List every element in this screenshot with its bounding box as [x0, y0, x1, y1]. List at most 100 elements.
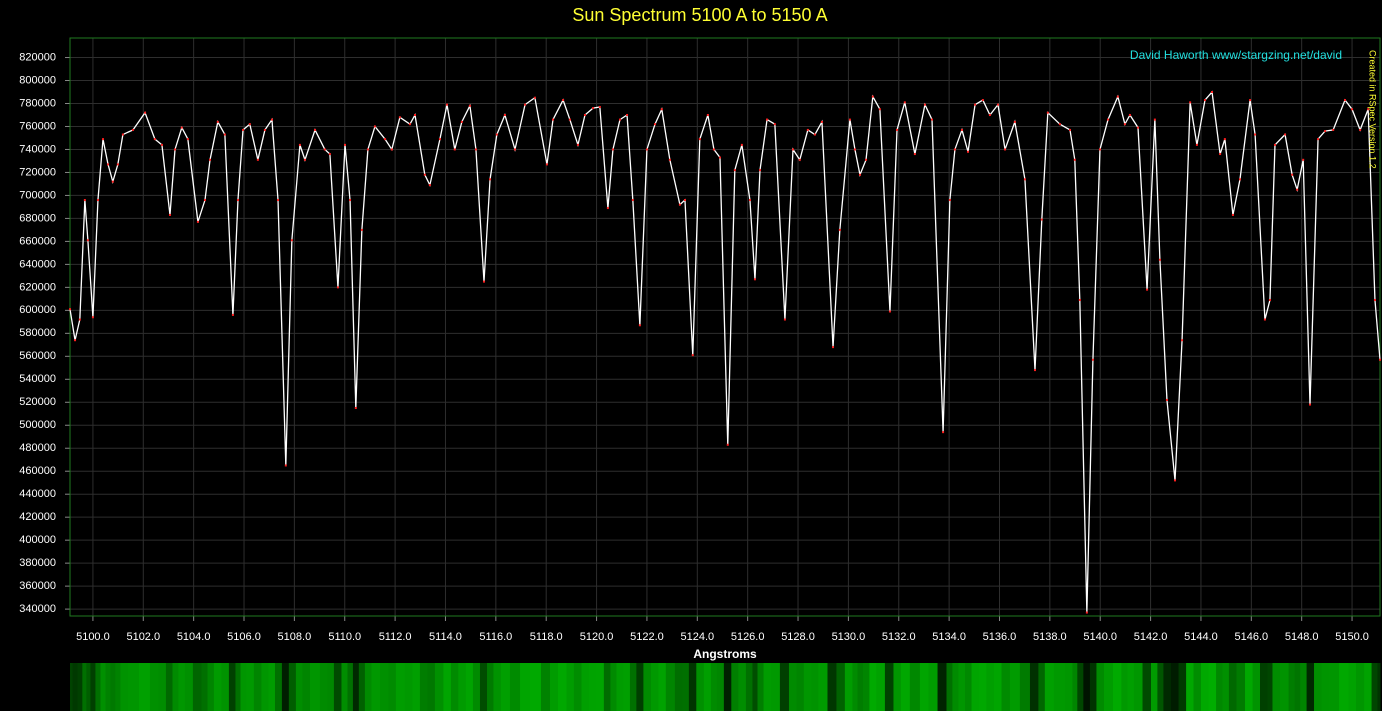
- spectrum-band: [1072, 663, 1078, 711]
- y-tick-label: 420000: [19, 511, 56, 523]
- data-point: [131, 128, 134, 131]
- spectrum-band: [105, 663, 111, 711]
- spectrum-band: [1280, 663, 1290, 711]
- data-point: [996, 103, 999, 106]
- spectrum-band: [347, 663, 354, 711]
- spectrum-band: [240, 663, 247, 711]
- data-point: [913, 153, 916, 156]
- spectrum-band: [909, 663, 921, 711]
- spectrum-band: [1300, 663, 1308, 711]
- spectrum-band: [82, 663, 87, 711]
- data-point: [116, 163, 119, 166]
- spectrum-band: [450, 663, 459, 711]
- data-point: [153, 138, 156, 141]
- spectrum-band: [95, 663, 101, 711]
- spectrum-band: [581, 663, 590, 711]
- data-point: [74, 339, 77, 342]
- data-point: [645, 148, 648, 151]
- spectrum-band: [1127, 663, 1135, 711]
- spectrum-band: [836, 663, 846, 711]
- data-point: [1128, 113, 1131, 116]
- data-point: [1158, 258, 1161, 261]
- spectrum-band: [1306, 663, 1315, 711]
- spectrum-band: [978, 663, 987, 711]
- data-point: [489, 178, 492, 181]
- data-point: [1273, 143, 1276, 146]
- data-point: [1046, 111, 1049, 114]
- spectrum-band: [1001, 663, 1011, 711]
- spectrum-band: [796, 663, 805, 711]
- data-point: [336, 286, 339, 289]
- data-point: [611, 148, 614, 151]
- spectrum-band: [986, 663, 995, 711]
- spectrum-band: [192, 663, 202, 711]
- x-tick-label: 5140.0: [1083, 631, 1117, 643]
- spectrum-band: [665, 663, 676, 711]
- spectrum-band: [487, 663, 494, 711]
- spectrum-band: [610, 663, 617, 711]
- spectrum-band: [788, 663, 797, 711]
- x-tick-label: 5124.0: [680, 631, 714, 643]
- spectrum-band: [1216, 663, 1223, 711]
- data-point: [562, 99, 565, 102]
- data-point: [832, 346, 835, 349]
- spectrum-band: [1133, 663, 1144, 711]
- data-point: [1058, 123, 1061, 126]
- spectrum-band: [636, 663, 644, 711]
- data-point: [783, 318, 786, 321]
- y-tick-label: 700000: [19, 189, 56, 201]
- spectrum-band: [643, 663, 652, 711]
- data-point: [733, 169, 736, 172]
- spectrum-band: [696, 663, 705, 711]
- spectrum-band: [427, 663, 436, 711]
- spectrum-band: [1288, 663, 1296, 711]
- data-point: [1332, 128, 1335, 131]
- spectrum-band: [1252, 663, 1261, 711]
- spectrum-band: [928, 663, 939, 711]
- spectrum-band: [1267, 663, 1273, 711]
- spectrum-band: [869, 663, 877, 711]
- data-point: [495, 133, 498, 136]
- y-tick-label: 680000: [19, 212, 56, 224]
- y-tick-label: 620000: [19, 281, 56, 293]
- spectrum-band: [500, 663, 511, 711]
- data-point: [354, 407, 357, 410]
- data-point: [483, 280, 486, 283]
- data-point: [753, 278, 756, 281]
- data-point: [366, 148, 369, 151]
- data-point: [384, 138, 387, 141]
- data-point: [1359, 128, 1362, 131]
- x-tick-label: 5148.0: [1285, 631, 1319, 643]
- spectrum-band: [818, 663, 828, 711]
- y-tick-label: 400000: [19, 534, 56, 546]
- data-point: [618, 118, 621, 121]
- y-tick-label: 460000: [19, 465, 56, 477]
- spectrum-band: [274, 663, 283, 711]
- data-point: [1284, 133, 1287, 136]
- spectrum-band: [1121, 663, 1128, 711]
- spectrum-band: [341, 663, 349, 711]
- data-point: [1263, 318, 1266, 321]
- data-point: [503, 113, 506, 116]
- data-point: [1351, 108, 1354, 111]
- spectrum-band: [1038, 663, 1046, 711]
- data-point: [1211, 91, 1214, 94]
- spectrum-band: [309, 663, 321, 711]
- data-point: [576, 143, 579, 146]
- spectrum-band: [207, 663, 215, 711]
- data-point: [871, 95, 874, 98]
- data-point: [706, 113, 709, 116]
- data-point: [1013, 120, 1016, 123]
- data-point: [853, 148, 856, 151]
- spectrum-band: [371, 663, 381, 711]
- spectrum-band: [333, 663, 342, 711]
- data-point: [349, 199, 352, 202]
- data-point: [1023, 178, 1026, 181]
- spectrum-band: [443, 663, 452, 711]
- y-tick-label: 440000: [19, 488, 56, 500]
- spectrum-band: [120, 663, 129, 711]
- spectrum-band: [235, 663, 241, 711]
- spectrum-band: [1112, 663, 1122, 711]
- data-point: [1308, 403, 1311, 406]
- data-point: [242, 128, 245, 131]
